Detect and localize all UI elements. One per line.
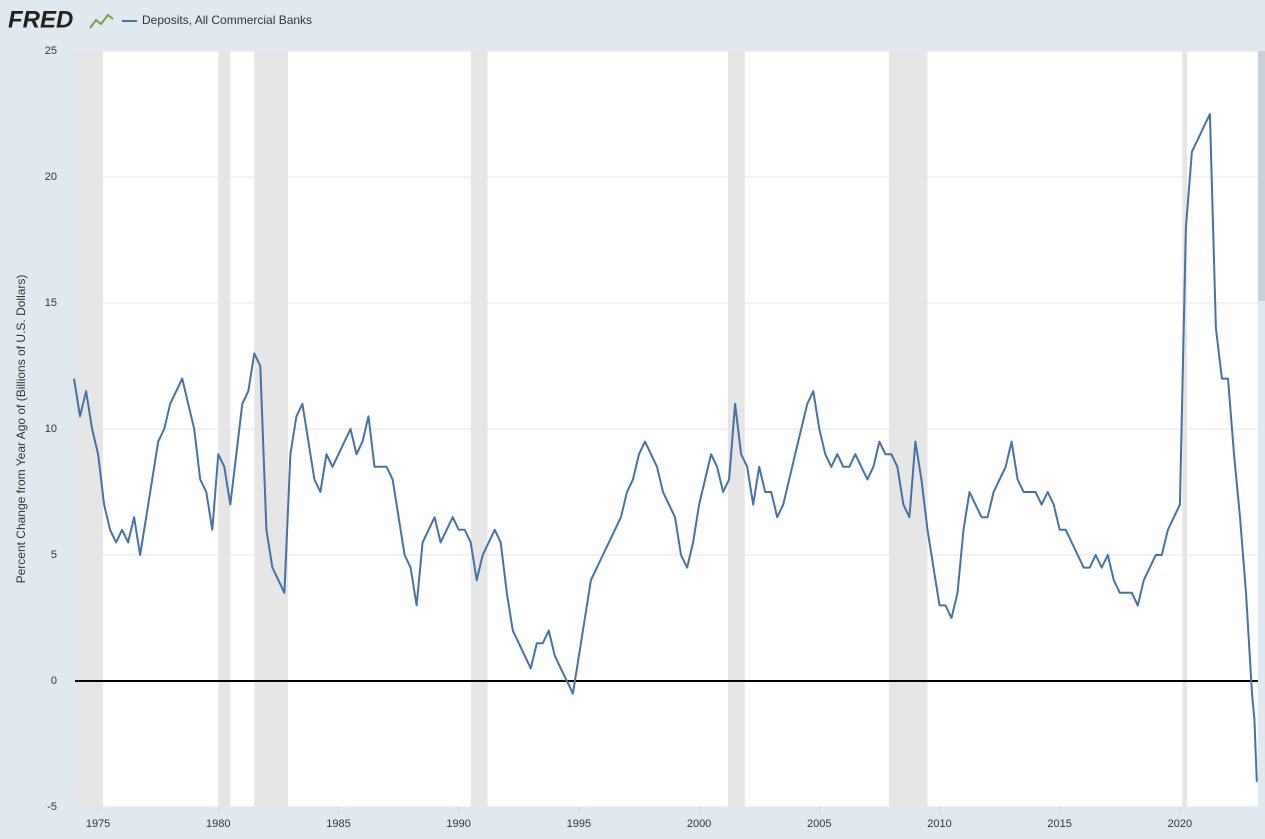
x-tick-label: 1990 <box>446 818 470 830</box>
logo-icon <box>89 13 114 29</box>
series-line <box>73 113 1258 782</box>
x-tick-label: 2020 <box>1168 818 1192 830</box>
x-tick-label: 2015 <box>1047 818 1071 830</box>
x-tick-label: 2005 <box>807 818 831 830</box>
y-tick-label: 10 <box>45 423 57 435</box>
y-tick-label: 20 <box>45 171 57 183</box>
legend-label: Deposits, All Commercial Banks <box>142 13 312 27</box>
y-tick-label: 15 <box>45 297 57 309</box>
x-tick-label: 1995 <box>567 818 591 830</box>
y-tick-label: 0 <box>51 675 57 687</box>
scrollbar <box>1258 51 1265 301</box>
x-tick-label: 2010 <box>927 818 951 830</box>
y-tick-label: -5 <box>47 801 57 813</box>
x-tick-label: 2000 <box>687 818 711 830</box>
x-tick-label: 1975 <box>86 818 110 830</box>
y-axis-label: Percent Change from Year Ago of (Billion… <box>14 275 28 584</box>
x-tick-label: 1980 <box>206 818 230 830</box>
x-tick-label: 1985 <box>326 818 350 830</box>
logo: FRED <box>8 6 73 33</box>
y-tick-label: 5 <box>51 549 57 561</box>
y-tick-label: 25 <box>45 45 57 57</box>
